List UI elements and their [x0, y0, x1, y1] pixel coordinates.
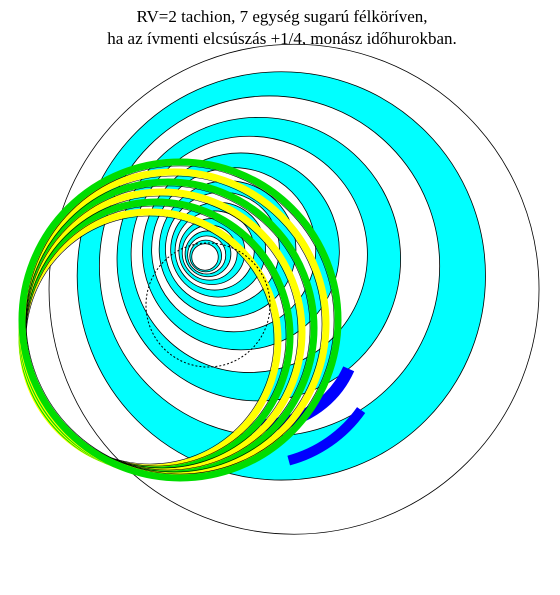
side-rings [18, 158, 342, 482]
title-line: ha az ívmenti elcsúszás +1/4, monász idő… [107, 29, 457, 48]
ring [191, 243, 219, 271]
time-loop [145, 242, 271, 368]
title-line: RV=2 tachion, 7 egység sugarú félköríven… [136, 7, 427, 26]
side-ring-edge [25, 165, 335, 475]
side-ring [18, 158, 342, 482]
